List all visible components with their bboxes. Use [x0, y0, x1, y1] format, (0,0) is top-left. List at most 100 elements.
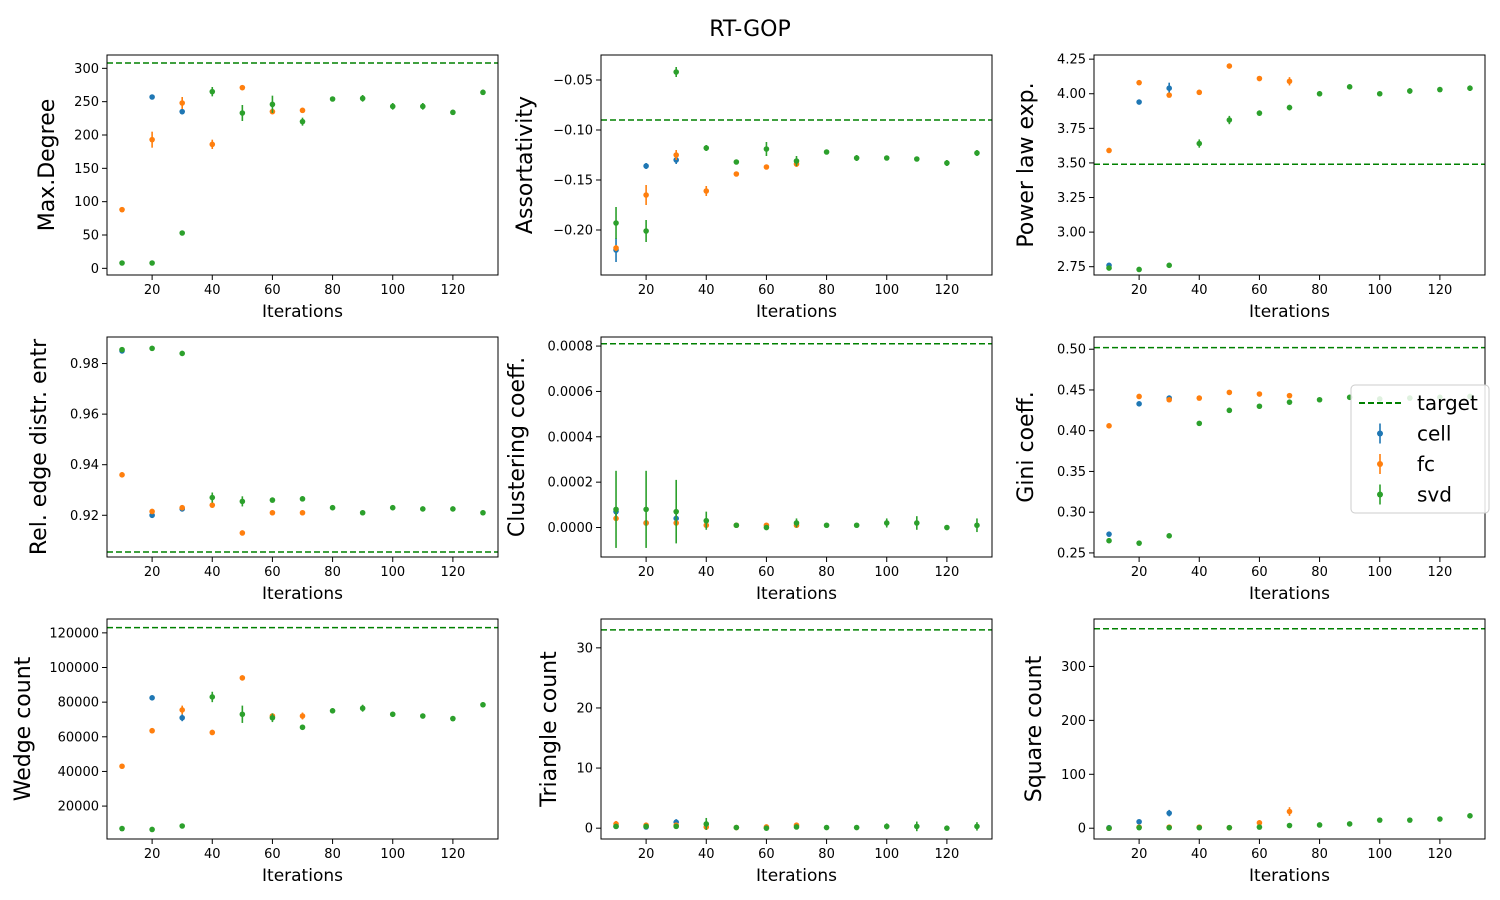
series-svd	[1106, 813, 1473, 832]
data-point	[733, 824, 740, 831]
data-point	[1106, 147, 1112, 154]
y-tick-label: 250	[74, 95, 99, 110]
y-tick-label: 40000	[58, 765, 99, 780]
y-tick-label: 20000	[58, 800, 99, 815]
x-tick-label: 120	[934, 847, 959, 862]
axes-frame	[600, 336, 993, 558]
panel-2: 20 40 60 80 100 120 −0.20 −0.15 −0.10 −0.05 Iterat…	[513, 54, 993, 322]
x-tick-label: 120	[934, 565, 959, 580]
panel-7: 20 40 60 80 100 120 20000 40000 60000 80000 100000…	[11, 618, 499, 886]
y-tick-label: 0.45	[1057, 383, 1086, 398]
y-tick-label: 3.75	[1057, 122, 1086, 137]
x-tick-label: 120	[1427, 847, 1452, 862]
panel-3: 20 40 60 80 100 120 2.75 3.00 3.25 3.50 3.75 4.00 4.…	[1014, 53, 1486, 322]
x-tick-label: 100	[1367, 847, 1392, 862]
data-point	[974, 823, 980, 830]
x-tick-label: 20	[144, 565, 161, 580]
data-point	[209, 88, 216, 95]
x-tick-label: 100	[1367, 565, 1392, 580]
x-tick-label: 120	[934, 283, 959, 298]
data-point	[1286, 392, 1293, 399]
data-point	[149, 260, 155, 266]
x-tick-label: 80	[818, 847, 835, 862]
axes-frame	[1093, 54, 1486, 276]
data-point	[1286, 399, 1293, 405]
data-point	[793, 824, 800, 830]
legend-label: svd	[1417, 483, 1452, 507]
data-point	[1166, 824, 1172, 831]
y-axis-label: Square count	[1022, 655, 1047, 802]
x-tick-label: 100	[380, 847, 405, 862]
x-tick-label: 20	[1131, 847, 1148, 862]
y-tick-label: 0.0006	[548, 385, 594, 400]
x-axis-label: Iterations	[262, 866, 343, 886]
data-point	[974, 150, 980, 156]
data-point	[763, 524, 770, 531]
y-tick-label: 60000	[58, 730, 99, 745]
series-svd	[1106, 84, 1473, 273]
y-tick-label: 200	[74, 129, 99, 144]
data-point	[450, 109, 456, 116]
y-tick-label: 0.50	[1057, 343, 1086, 358]
y-tick-label: 0.98	[70, 357, 99, 372]
series-fc	[119, 472, 306, 536]
data-point	[883, 155, 890, 161]
x-tick-label: 100	[874, 283, 899, 298]
data-point	[1166, 396, 1172, 403]
data-point	[149, 508, 155, 515]
data-point	[823, 824, 830, 831]
x-tick-label: 120	[440, 565, 465, 580]
data-point	[269, 509, 276, 516]
x-tick-label: 20	[638, 565, 655, 580]
data-point	[1256, 403, 1263, 410]
y-axis-label: Gini coeff.	[1014, 391, 1039, 502]
data-point	[763, 825, 770, 831]
axes-frame	[106, 618, 499, 840]
data-point	[329, 96, 336, 102]
y-tick-label: 0	[1078, 822, 1086, 837]
x-tick-label: 120	[1427, 565, 1452, 580]
data-point	[1136, 79, 1142, 86]
panel-4: 20 40 60 80 100 120 0.92 0.94 0.96 0.98 Iterations…	[27, 336, 499, 604]
x-tick-label: 20	[638, 283, 655, 298]
x-tick-label: 80	[324, 847, 341, 862]
data-point	[299, 107, 306, 114]
data-point	[643, 823, 649, 830]
y-tick-label: 4.25	[1057, 53, 1086, 68]
series-svd	[613, 817, 980, 832]
data-point	[420, 506, 426, 512]
data-point	[673, 69, 679, 75]
y-tick-label: −0.10	[553, 124, 593, 139]
y-axis-label: Power law exp.	[1014, 82, 1039, 247]
y-axis-label: Assortativity	[513, 96, 538, 234]
x-tick-label: 60	[1251, 283, 1268, 298]
legend-marker	[1377, 430, 1383, 437]
series-fc	[613, 150, 800, 251]
series-cell	[149, 695, 185, 722]
panel-5: 20 40 60 80 100 120 0.0000 0.0002 0.0004 0.0006 0.…	[505, 336, 993, 604]
data-point	[1226, 389, 1233, 396]
series-cell	[1106, 82, 1172, 269]
x-tick-label: 80	[324, 283, 341, 298]
y-tick-label: 0	[91, 262, 99, 277]
panel-8: 20 40 60 80 100 120 0 10 20 30 Iterations Triangle …	[537, 618, 993, 886]
data-point	[450, 506, 456, 512]
legend-entry-svd: svd	[1377, 483, 1452, 507]
x-tick-label: 100	[874, 847, 899, 862]
y-axis-label: Max.Degree	[35, 99, 60, 232]
data-point	[179, 100, 185, 106]
data-point	[1286, 808, 1293, 815]
data-point	[359, 509, 366, 516]
data-point	[119, 825, 125, 832]
series-svd	[613, 67, 980, 242]
y-tick-label: 20	[576, 701, 593, 716]
axes-frame	[1093, 618, 1486, 840]
data-point	[1437, 816, 1443, 822]
data-point	[703, 821, 710, 827]
data-point	[703, 517, 710, 524]
legend-label: target	[1417, 391, 1478, 415]
panel-9: 20 40 60 80 100 120 0 100 200 300 Iterations Square…	[1022, 618, 1486, 886]
data-point	[703, 188, 710, 194]
x-tick-label: 100	[380, 565, 405, 580]
y-tick-label: 2.75	[1057, 260, 1086, 275]
